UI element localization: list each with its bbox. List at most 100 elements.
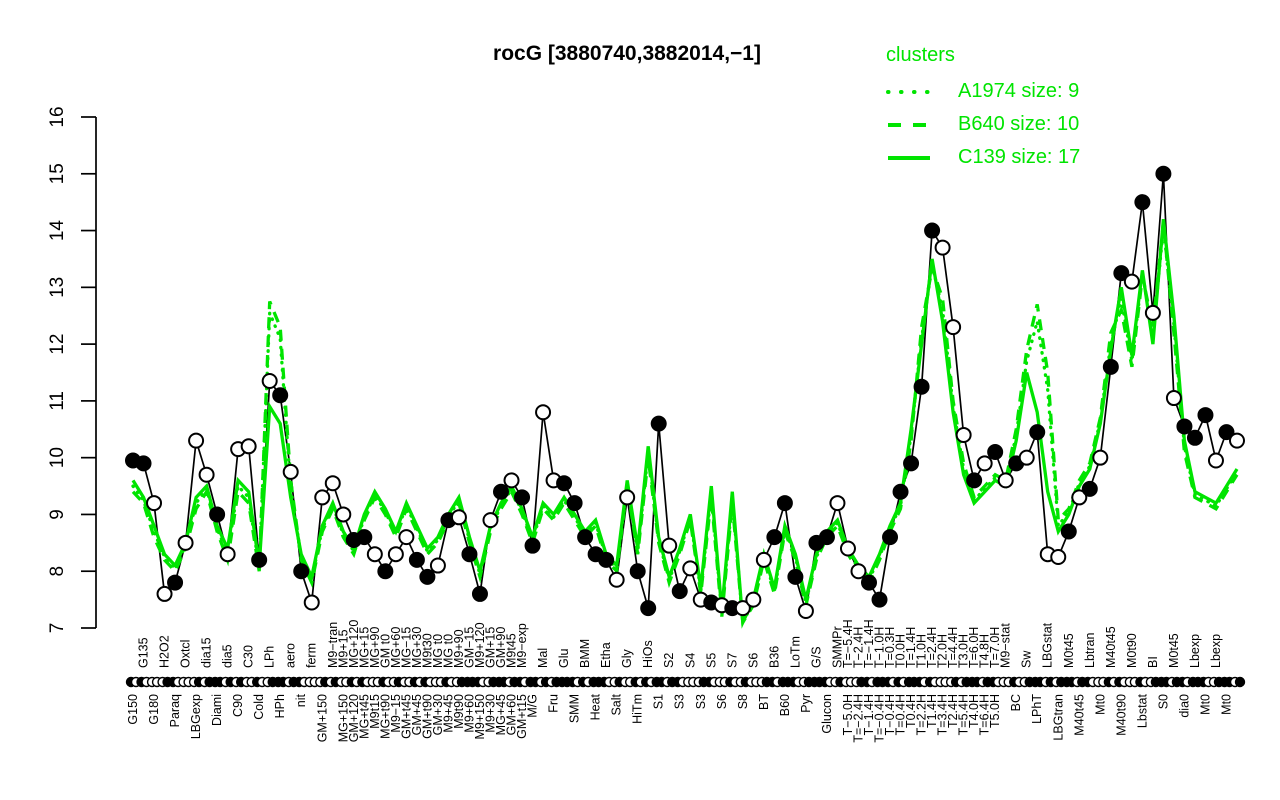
- condition-label: GM+t45: [399, 694, 413, 739]
- open-data-point: [1123, 273, 1140, 290]
- condition-label: M9t90: [452, 694, 466, 729]
- open-data-point: [482, 512, 499, 529]
- condition-label: T−2.4H: [851, 627, 865, 668]
- condition-label: BT: [757, 694, 771, 710]
- filled-data-point: [135, 455, 152, 472]
- condition-label: T5.0H: [988, 694, 1002, 728]
- filled-data-point: [524, 537, 541, 554]
- open-data-point: [450, 509, 467, 526]
- condition-label: M40t90: [1114, 694, 1128, 736]
- open-data-point: [335, 506, 352, 523]
- condition-label: MG+30: [410, 627, 424, 668]
- condition-label: Gly: [620, 649, 634, 669]
- y-tick-label: 11: [47, 391, 68, 411]
- condition-label: HiTm: [631, 694, 645, 724]
- condition-label: G180: [147, 694, 161, 725]
- condition-label: M9−15: [389, 694, 403, 733]
- condition-label: LPhT: [1030, 694, 1044, 724]
- open-data-point: [1071, 489, 1088, 506]
- condition-label: M9+15: [336, 629, 350, 668]
- legend-entry-a1974: A1974 size: 9: [886, 75, 1080, 108]
- open-data-point: [976, 455, 993, 472]
- open-data-point: [198, 466, 215, 483]
- filled-data-point: [1081, 480, 1098, 497]
- condition-label: dia5: [221, 644, 235, 668]
- condition-label: T0.0H: [894, 634, 908, 668]
- condition-label: LoTm: [788, 636, 802, 668]
- condition-label: T=−2.4H: [851, 694, 865, 743]
- filled-data-point: [966, 472, 983, 489]
- filled-data-point: [1134, 194, 1151, 211]
- open-data-point: [955, 426, 972, 443]
- condition-label: T1.4H: [925, 694, 939, 728]
- legend-entry-c139: C139 size: 17: [886, 141, 1080, 174]
- condition-label: S6: [715, 694, 729, 709]
- condition-label: T=2.4H: [925, 627, 939, 668]
- open-data-point: [177, 534, 194, 551]
- open-data-point: [1050, 549, 1067, 566]
- condition-label: LBGexp: [189, 694, 203, 739]
- open-data-point: [324, 475, 341, 492]
- condition-label: Mal: [536, 648, 550, 668]
- condition-label: M9+150: [473, 694, 487, 740]
- condition-label: Pyr: [799, 694, 813, 713]
- condition-label: B36: [767, 646, 781, 668]
- condition-label: M40t45: [1072, 694, 1086, 736]
- condition-label: M9−tran: [326, 622, 340, 668]
- condition-label: MG t0: [431, 634, 445, 668]
- condition-label: B60: [778, 694, 792, 716]
- condition-label: M/G: [526, 694, 540, 718]
- open-data-point: [156, 585, 173, 602]
- filled-data-point: [461, 546, 478, 563]
- filled-data-point: [377, 563, 394, 580]
- open-data-point: [387, 546, 404, 563]
- condition-label: GM−15: [462, 627, 476, 668]
- condition-label: T−1.4H: [862, 694, 876, 735]
- filled-data-point: [251, 551, 268, 568]
- condition-label: BC: [1009, 694, 1023, 711]
- filled-data-point: [776, 495, 793, 512]
- filled-data-point: [419, 568, 436, 585]
- condition-label: G135: [137, 637, 151, 668]
- open-data-point: [188, 432, 205, 449]
- open-data-point: [240, 438, 257, 455]
- condition-label: M9−exp: [515, 623, 529, 668]
- condition-label: T=4.4H: [946, 627, 960, 668]
- filled-data-point: [209, 506, 226, 523]
- condition-label: GM+t15: [515, 694, 529, 739]
- condition-label: Salt: [610, 693, 624, 715]
- filled-data-point: [1029, 424, 1046, 441]
- condition-label: T=6.4H: [978, 694, 992, 735]
- condition-label: GM+90: [494, 627, 508, 668]
- open-data-point: [219, 546, 236, 563]
- condition-label: MG+t45: [357, 694, 371, 739]
- open-data-point: [429, 557, 446, 574]
- open-data-point: [282, 463, 299, 480]
- condition-label: T−0.4H: [883, 694, 897, 735]
- condition-label: Lbexp: [1209, 634, 1223, 668]
- condition-label: GM+45: [410, 694, 424, 735]
- cluster-c139-solid-line: [131, 219, 1239, 629]
- condition-label: Glu: [557, 649, 571, 669]
- condition-label: S3: [694, 694, 708, 709]
- legend-entry-label: B640 size: 10: [958, 113, 1080, 135]
- filled-data-point: [882, 529, 899, 546]
- condition-label: MG+t90: [378, 694, 392, 739]
- condition-label: M9+45: [441, 694, 455, 733]
- condition-label: LPh: [263, 646, 277, 668]
- condition-label: M9t30: [420, 633, 434, 668]
- filled-data-point: [1155, 165, 1172, 182]
- condition-label: T−5.0H: [841, 694, 855, 735]
- legend-title: clusters: [886, 44, 955, 66]
- filled-data-point: [766, 529, 783, 546]
- condition-label: SMMPr: [830, 626, 844, 668]
- condition-label: S7: [725, 653, 739, 668]
- condition-label: T=−5.4H: [841, 619, 855, 668]
- condition-label: Glucon: [820, 694, 834, 734]
- condition-label: BI: [1146, 656, 1160, 668]
- condition-label: H2O2: [158, 635, 172, 668]
- open-data-point: [661, 537, 678, 554]
- filled-data-point: [787, 568, 804, 585]
- open-data-point: [1018, 449, 1035, 466]
